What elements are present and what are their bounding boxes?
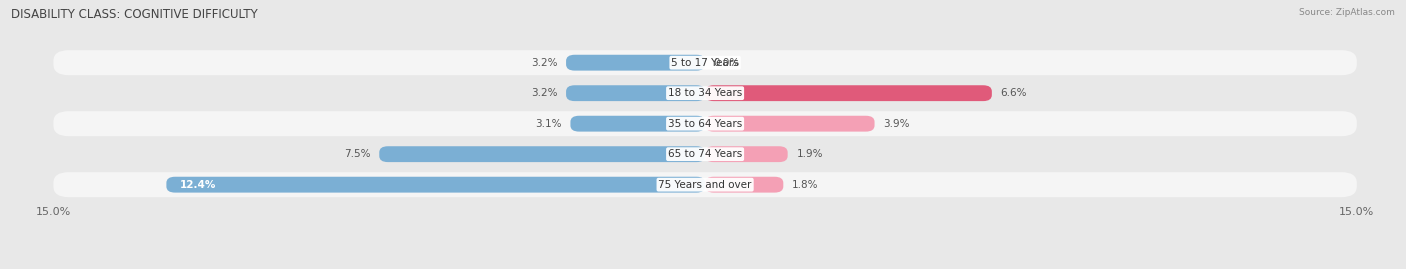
FancyBboxPatch shape [53, 142, 1357, 167]
Text: 65 to 74 Years: 65 to 74 Years [668, 149, 742, 159]
FancyBboxPatch shape [53, 81, 1357, 106]
Text: 0.0%: 0.0% [714, 58, 740, 68]
Text: Source: ZipAtlas.com: Source: ZipAtlas.com [1299, 8, 1395, 17]
FancyBboxPatch shape [571, 116, 706, 132]
FancyBboxPatch shape [166, 177, 706, 193]
FancyBboxPatch shape [567, 85, 706, 101]
Text: 35 to 64 Years: 35 to 64 Years [668, 119, 742, 129]
Text: 7.5%: 7.5% [344, 149, 371, 159]
Text: DISABILITY CLASS: COGNITIVE DIFFICULTY: DISABILITY CLASS: COGNITIVE DIFFICULTY [11, 8, 257, 21]
Text: 1.9%: 1.9% [796, 149, 823, 159]
FancyBboxPatch shape [53, 172, 1357, 197]
Text: 3.1%: 3.1% [536, 119, 562, 129]
Text: 6.6%: 6.6% [1001, 88, 1026, 98]
FancyBboxPatch shape [706, 116, 875, 132]
Text: 3.9%: 3.9% [883, 119, 910, 129]
FancyBboxPatch shape [706, 85, 991, 101]
FancyBboxPatch shape [706, 177, 783, 193]
Text: 1.8%: 1.8% [792, 180, 818, 190]
Text: 75 Years and over: 75 Years and over [658, 180, 752, 190]
Text: 5 to 17 Years: 5 to 17 Years [671, 58, 740, 68]
FancyBboxPatch shape [53, 50, 1357, 75]
Text: 3.2%: 3.2% [531, 88, 557, 98]
FancyBboxPatch shape [567, 55, 706, 70]
Text: 3.2%: 3.2% [531, 58, 557, 68]
FancyBboxPatch shape [53, 111, 1357, 136]
Text: 18 to 34 Years: 18 to 34 Years [668, 88, 742, 98]
FancyBboxPatch shape [380, 146, 706, 162]
FancyBboxPatch shape [706, 146, 787, 162]
Text: 12.4%: 12.4% [180, 180, 215, 190]
